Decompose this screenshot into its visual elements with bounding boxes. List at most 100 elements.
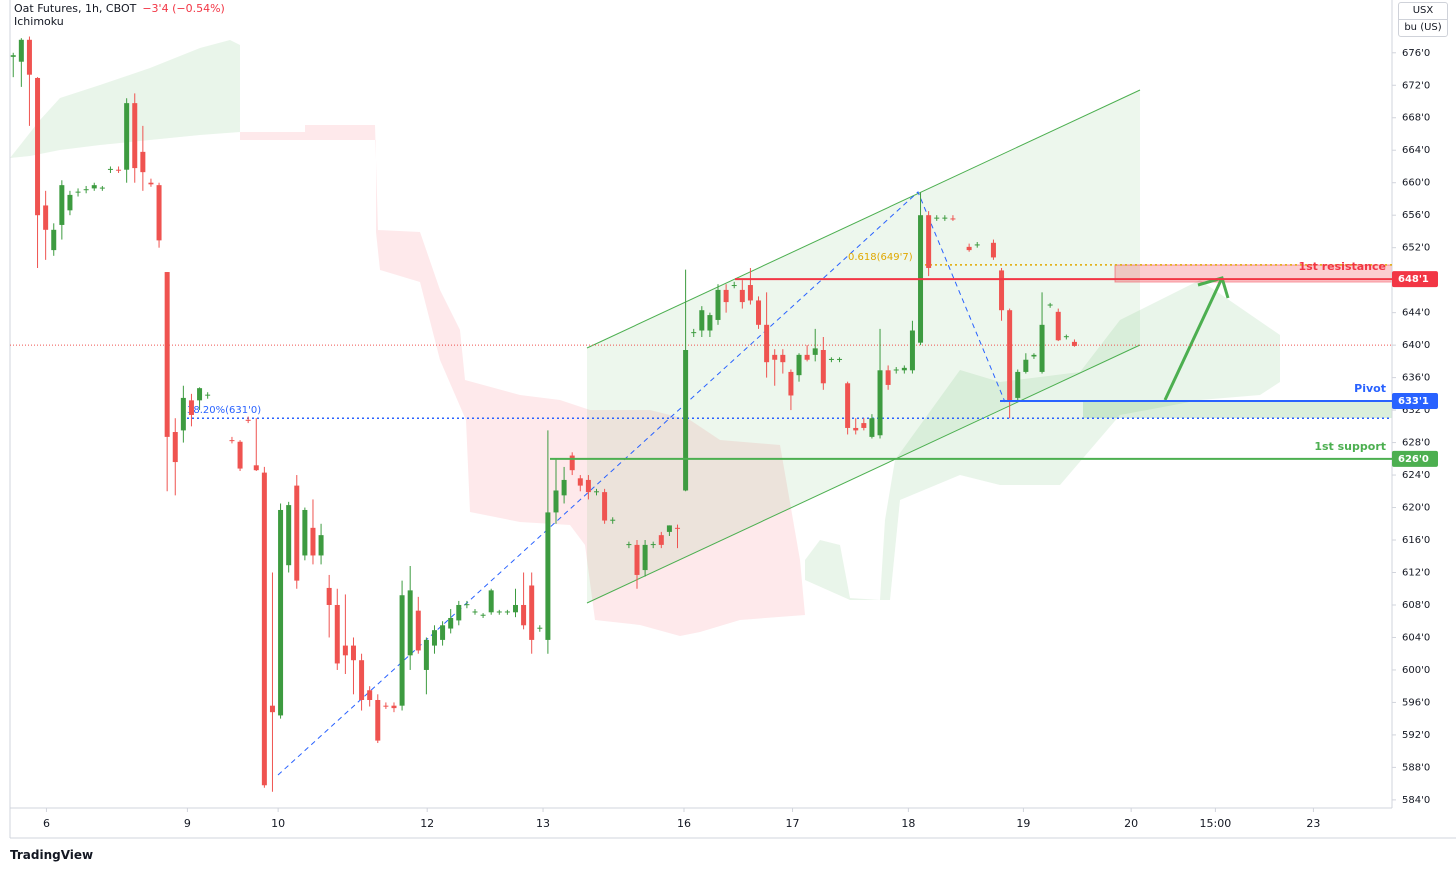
y-tick-label: 584'0 [1402,795,1430,806]
candle-body [496,611,502,613]
candle-body [675,527,681,529]
channel-lower [586,344,1141,604]
candle-body [731,285,737,287]
candle-body [342,645,348,656]
candle-body [642,544,648,571]
candle-body [764,324,770,363]
candle-body [561,479,567,496]
x-tick-label: 18 [901,817,915,830]
candle-body [83,189,89,191]
drawings [10,40,1393,776]
currency-unit[interactable]: USX bu (US) [1398,2,1448,37]
candle-body [334,604,340,664]
candle-body [512,604,518,613]
candle-body [164,272,170,437]
candle-body [326,587,332,605]
candle-body [569,455,575,471]
candle-body [634,544,640,575]
candle-body [205,394,211,396]
x-tick-label: 6 [43,817,50,830]
forecast-arrow-head [1197,276,1230,299]
candle-body [456,604,462,621]
candle-body [756,300,762,325]
y-tick-label: 612'0 [1402,568,1430,579]
candle-body [909,330,915,371]
candle-body [278,509,284,716]
candle-body [626,544,632,546]
symbol: Oat Futures, 1h, CBOT [14,2,137,15]
candle-body [990,242,996,258]
y-tick-label: 664'0 [1402,145,1430,156]
y-tick-label: 628'0 [1402,438,1430,449]
price-channel [587,90,1140,603]
channel-upper [586,89,1141,349]
forecast-arrow [1163,277,1224,401]
fib-level-label: 0.618(649'7) [848,252,913,263]
y-tick-label: 600'0 [1402,665,1430,676]
candle-body [804,354,810,360]
candle-body [359,660,365,700]
candle-body [302,509,308,556]
branding: TradingView [10,848,94,862]
candle-body [140,151,146,173]
x-tick-label: 17 [786,817,800,830]
candle-body [820,349,826,384]
candle-body [188,400,194,415]
candle-body [723,289,729,303]
candle-body [504,611,510,613]
candle-body [537,627,543,629]
y-tick-label: 624'0 [1402,470,1430,481]
candle-body [229,440,235,442]
candle-body [350,645,356,661]
candle-body [318,535,324,556]
candle-body [472,611,478,613]
candle-body [294,485,300,581]
y-tick-label: 668'0 [1402,113,1430,124]
candle-body [942,217,948,219]
candle-body [585,479,591,493]
y-tick-label: 672'0 [1402,80,1430,91]
candle-body [415,610,421,651]
candle-body [180,397,186,431]
x-tick-label: 20 [1124,817,1138,830]
candle-body [853,427,859,431]
candle-body [529,585,535,640]
y-tick-label: 660'0 [1402,178,1430,189]
candle-body [545,512,551,640]
candle-body [877,370,883,436]
level-name: Pivot [1354,382,1386,395]
candle-body [893,369,899,371]
price-tag [1392,271,1438,288]
candle-body [650,544,656,546]
candle-body [148,182,154,185]
candle-body [407,590,413,656]
x-tick-label: 23 [1306,817,1320,830]
candle-body [707,315,713,331]
indicator: Ichimoku [14,15,64,28]
x-tick-label: 10 [271,817,285,830]
y-tick-label: 616'0 [1402,535,1430,546]
candle-body [375,699,381,741]
candle-body [780,354,786,363]
candle-body [391,705,397,709]
candle-body [156,185,162,241]
y-tick-label: 620'0 [1402,503,1430,514]
y-tick-label: 632'0 [1402,405,1430,416]
y-tick-label: 608'0 [1402,600,1430,611]
candle-body [399,595,405,706]
candle-body [1039,324,1045,372]
unit: bu (US) [1404,22,1442,33]
level-name: 1st support [1314,440,1386,453]
candle-body [480,614,486,616]
candle-body [269,705,275,713]
candle-body [553,490,559,513]
candle-body [51,229,57,251]
fib-zigzag [277,191,1006,776]
candle-body [828,358,834,360]
candle-body [974,244,980,246]
candle-body [1015,371,1021,398]
candle-body [91,185,97,189]
candle-body [658,535,664,545]
candle-body [666,525,672,532]
